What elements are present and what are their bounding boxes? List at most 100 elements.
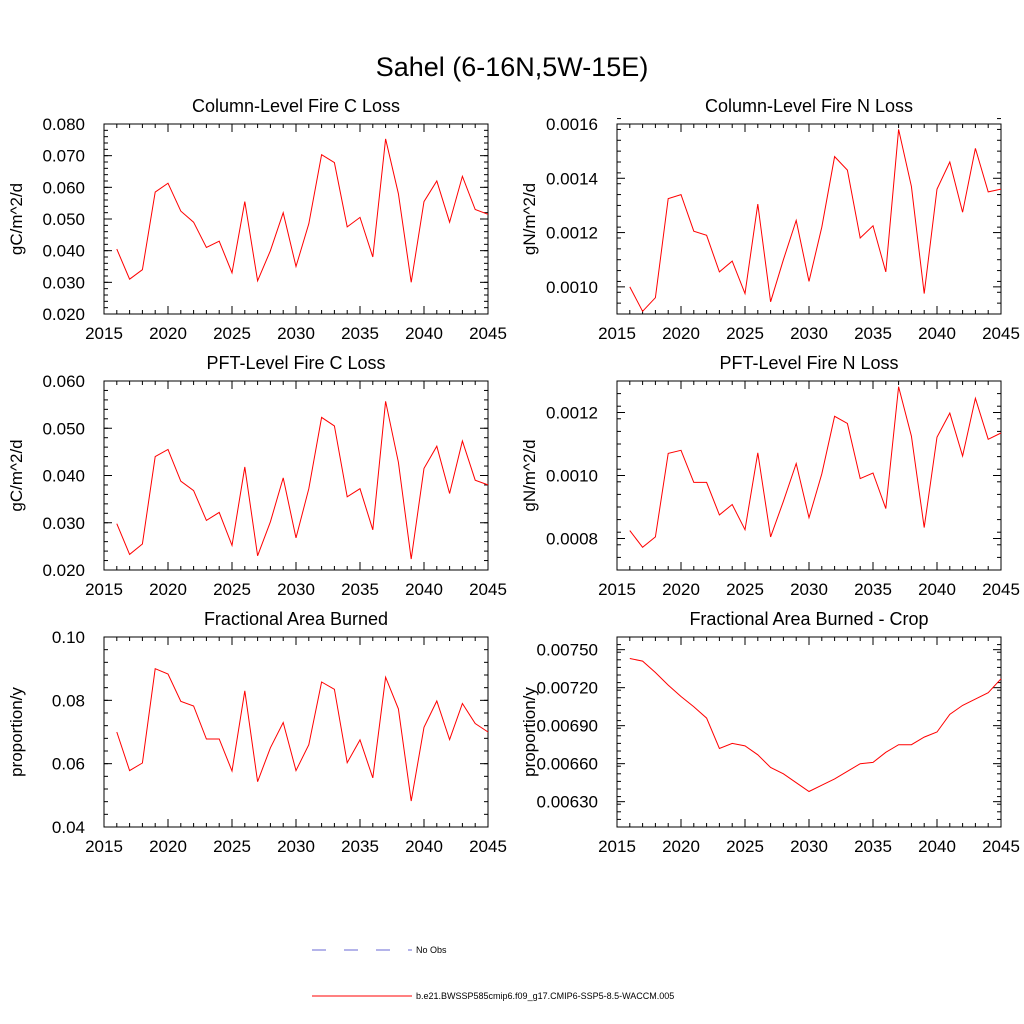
y-tick-label: 0.00690 — [537, 717, 598, 736]
y-tick-label: 0.0012 — [546, 404, 598, 423]
y-tick-label: 0.0016 — [546, 115, 598, 134]
y-tick-label: 0.040 — [42, 242, 85, 261]
x-tick-label: 2035 — [341, 324, 379, 343]
panel-title: PFT-Level Fire N Loss — [719, 353, 898, 373]
y-tick-label: 0.00630 — [537, 793, 598, 812]
y-tick-label: 0.0010 — [546, 278, 598, 297]
x-tick-label: 2020 — [149, 837, 187, 856]
y-tick-label: 0.030 — [42, 514, 85, 533]
x-tick-label: 2040 — [405, 580, 443, 599]
y-tick-label: 0.0012 — [546, 224, 598, 243]
x-tick-label: 2030 — [277, 324, 315, 343]
x-tick-label: 2040 — [918, 837, 956, 856]
x-tick-label: 2045 — [469, 324, 507, 343]
y-tick-label: 0.00720 — [537, 679, 598, 698]
plot-frame — [103, 636, 489, 828]
series-line — [629, 129, 1002, 313]
x-tick-label: 2045 — [469, 580, 507, 599]
y-axis-label: gN/m^2/d — [520, 439, 539, 511]
x-tick-label: 2035 — [341, 580, 379, 599]
y-tick-label: 0.00660 — [537, 755, 598, 774]
y-axis-label: gC/m^2/d — [7, 439, 26, 511]
x-tick-label: 2015 — [598, 580, 636, 599]
x-tick-label: 2015 — [85, 837, 123, 856]
y-tick-label: 0.060 — [42, 372, 85, 391]
y-tick-label: 0.00750 — [537, 641, 598, 660]
x-tick-label: 2030 — [790, 580, 828, 599]
panel-title: Fractional Area Burned - Crop — [689, 609, 928, 629]
y-tick-label: 0.04 — [52, 818, 85, 837]
x-tick-label: 2020 — [662, 324, 700, 343]
x-tick-label: 2035 — [854, 580, 892, 599]
x-tick-label: 2030 — [790, 324, 828, 343]
x-tick-label: 2020 — [149, 580, 187, 599]
legend-model-entry: b.e21.BWSSP585cmip6.f09_g17.CMIP6-SSP5-8… — [312, 991, 674, 1001]
x-tick-label: 2025 — [213, 580, 251, 599]
figure-title: Sahel (6-16N,5W-15E) — [376, 52, 649, 82]
legend-model-label: b.e21.BWSSP585cmip6.f09_g17.CMIP6-SSP5-8… — [416, 991, 674, 1001]
x-tick-label: 2025 — [726, 580, 764, 599]
y-axis-label: gN/m^2/d — [520, 183, 539, 255]
legend-obs-label: No Obs — [416, 945, 447, 955]
y-tick-label: 0.070 — [42, 147, 85, 166]
plot-frame — [616, 380, 1002, 571]
x-tick-label: 2045 — [982, 837, 1020, 856]
y-tick-label: 0.060 — [42, 178, 85, 197]
panel-6: Fractional Area Burned - Crop proportion/… — [520, 609, 1020, 856]
plot-frame — [616, 636, 1002, 828]
panel-title: Column-Level Fire N Loss — [705, 96, 913, 116]
legend: No Obs b.e21.BWSSP585cmip6.f09_g17.CMIP6… — [312, 945, 674, 1001]
legend-obs-entry: No Obs — [312, 945, 447, 955]
y-tick-label: 0.10 — [52, 628, 85, 647]
y-tick-label: 0.06 — [52, 755, 85, 774]
panel-title: Fractional Area Burned — [204, 609, 388, 629]
panel-1: Column-Level Fire C Loss gC/m^2/d 2015 2020… — [7, 96, 507, 343]
panels: Column-Level Fire C Loss gC/m^2/d 2015 2020… — [7, 96, 1020, 856]
series-line — [629, 386, 1002, 549]
x-tick-label: 2045 — [982, 324, 1020, 343]
y-tick-label: 0.0008 — [546, 530, 598, 549]
y-tick-label: 0.040 — [42, 467, 85, 486]
x-tick-label: 2030 — [277, 580, 315, 599]
x-tick-label: 2025 — [213, 324, 251, 343]
x-tick-label: 2025 — [726, 324, 764, 343]
tick-marks — [103, 636, 489, 828]
x-tick-label: 2030 — [277, 837, 315, 856]
tick-marks — [616, 636, 1002, 828]
x-tick-label: 2040 — [405, 324, 443, 343]
x-tick-label: 2040 — [918, 580, 956, 599]
x-tick-label: 2020 — [149, 324, 187, 343]
y-tick-label: 0.020 — [42, 305, 85, 324]
y-tick-label: 0.020 — [42, 561, 85, 580]
x-tick-label: 2020 — [662, 837, 700, 856]
x-tick-label: 2035 — [341, 837, 379, 856]
tick-marks — [616, 118, 1002, 315]
x-tick-label: 2020 — [662, 580, 700, 599]
y-axis-label: gC/m^2/d — [7, 183, 26, 255]
x-tick-label: 2035 — [854, 837, 892, 856]
y-axis-label: proportion/y — [520, 687, 539, 777]
x-tick-label: 2035 — [854, 324, 892, 343]
plot-frame — [616, 123, 1002, 315]
tick-marks — [103, 380, 489, 571]
x-tick-label: 2025 — [213, 837, 251, 856]
series-line — [116, 667, 489, 802]
x-tick-label: 2030 — [790, 837, 828, 856]
panel-5: Fractional Area Burned proportion/y 2015 20… — [7, 609, 507, 856]
x-tick-label: 2015 — [598, 837, 636, 856]
plot-frame — [103, 123, 489, 315]
plot-frame — [103, 380, 489, 571]
tick-marks — [103, 123, 489, 315]
y-tick-label: 0.050 — [42, 419, 85, 438]
panel-title: Column-Level Fire C Loss — [192, 96, 400, 116]
y-tick-label: 0.08 — [52, 691, 85, 710]
panel-3: PFT-Level Fire C Loss gC/m^2/d 2015 2020 202… — [7, 353, 507, 599]
panel-2: Column-Level Fire N Loss gN/m^2/d 2015 2020… — [520, 96, 1020, 343]
panel-title: PFT-Level Fire C Loss — [206, 353, 385, 373]
y-axis-label: proportion/y — [7, 687, 26, 777]
x-tick-label: 2015 — [598, 324, 636, 343]
y-tick-label: 0.050 — [42, 210, 85, 229]
y-tick-label: 0.0010 — [546, 467, 598, 486]
x-tick-label: 2045 — [982, 580, 1020, 599]
x-tick-label: 2015 — [85, 324, 123, 343]
